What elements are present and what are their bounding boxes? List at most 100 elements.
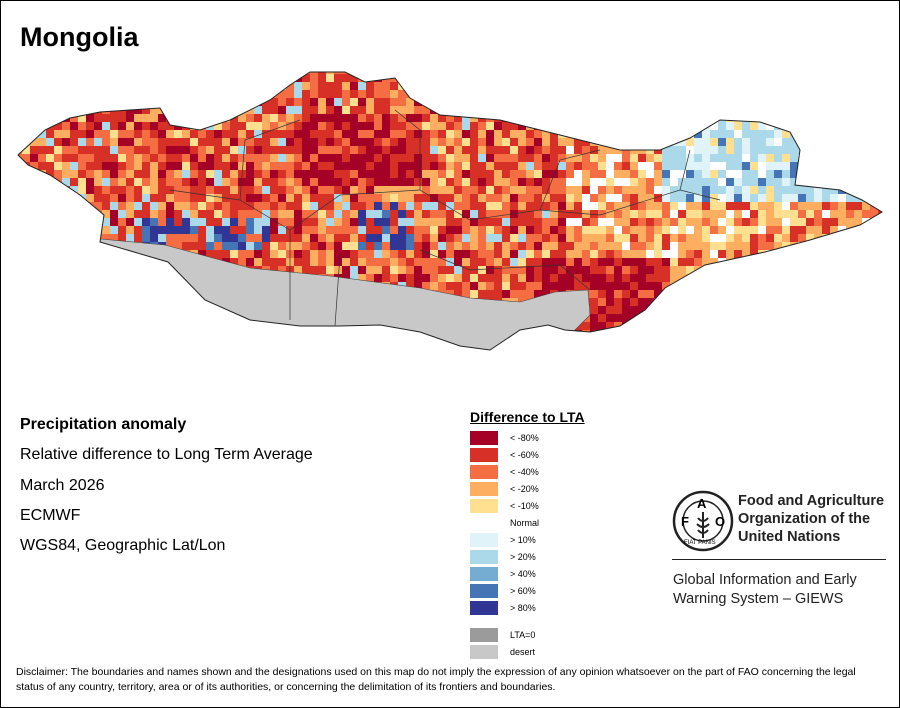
anomaly-cell	[542, 282, 550, 290]
anomaly-cell	[598, 186, 606, 194]
anomaly-cell	[294, 154, 302, 162]
legend-item: < -20%	[470, 480, 585, 497]
anomaly-cell	[334, 122, 342, 130]
anomaly-cell	[62, 82, 70, 90]
anomaly-cell	[550, 82, 558, 90]
anomaly-cell	[70, 162, 78, 170]
anomaly-cell	[134, 186, 142, 194]
anomaly-cell	[694, 298, 702, 306]
anomaly-cell	[294, 178, 302, 186]
anomaly-cell	[550, 138, 558, 146]
anomaly-cell	[726, 170, 734, 178]
anomaly-cell	[582, 266, 590, 274]
anomaly-cell	[742, 98, 750, 106]
anomaly-cell	[54, 354, 62, 362]
anomaly-cell	[638, 90, 646, 98]
anomaly-cell	[54, 266, 62, 274]
anomaly-cell	[550, 72, 558, 74]
anomaly-cell	[846, 98, 854, 106]
anomaly-cell	[374, 106, 382, 114]
anomaly-cell	[294, 98, 302, 106]
anomaly-cell	[678, 234, 686, 242]
anomaly-cell	[190, 74, 198, 82]
anomaly-cell	[94, 218, 102, 226]
anomaly-cell	[358, 162, 366, 170]
anomaly-cell	[654, 82, 662, 90]
anomaly-cell	[854, 82, 862, 90]
anomaly-cell	[806, 122, 814, 130]
anomaly-cell	[222, 314, 230, 322]
anomaly-cell	[750, 218, 758, 226]
anomaly-cell	[542, 250, 550, 258]
anomaly-cell	[406, 138, 414, 146]
anomaly-cell	[806, 306, 814, 314]
anomaly-cell	[726, 218, 734, 226]
anomaly-cell	[54, 322, 62, 330]
anomaly-cell	[446, 82, 454, 90]
anomaly-cell	[166, 282, 174, 290]
anomaly-cell	[430, 82, 438, 90]
anomaly-cell	[190, 226, 198, 234]
anomaly-cell	[150, 338, 158, 346]
anomaly-cell	[126, 282, 134, 290]
anomaly-cell	[870, 282, 878, 290]
anomaly-cell	[510, 114, 518, 122]
anomaly-cell	[198, 74, 206, 82]
anomaly-cell	[382, 346, 390, 350]
anomaly-cell	[726, 346, 734, 350]
anomaly-cell	[118, 74, 126, 82]
anomaly-cell	[214, 122, 222, 130]
anomaly-cell	[70, 82, 78, 90]
anomaly-cell	[326, 138, 334, 146]
anomaly-cell	[702, 354, 710, 362]
anomaly-cell	[814, 154, 822, 162]
anomaly-cell	[806, 170, 814, 178]
anomaly-cell	[646, 122, 654, 130]
anomaly-cell	[822, 130, 830, 138]
anomaly-cell	[782, 162, 790, 170]
anomaly-cell	[334, 154, 342, 162]
anomaly-cell	[830, 322, 838, 330]
anomaly-cell	[78, 266, 86, 274]
anomaly-cell	[182, 290, 190, 298]
anomaly-cell	[742, 74, 750, 82]
anomaly-cell	[590, 210, 598, 218]
anomaly-cell	[830, 330, 838, 338]
anomaly-cell	[878, 202, 882, 210]
anomaly-cell	[206, 178, 214, 186]
anomaly-cell	[30, 178, 38, 186]
anomaly-cell	[18, 162, 22, 170]
anomaly-cell	[766, 226, 774, 234]
anomaly-cell	[870, 186, 878, 194]
anomaly-cell	[110, 82, 118, 90]
anomaly-cell	[94, 138, 102, 146]
anomaly-cell	[582, 194, 590, 202]
anomaly-cell	[326, 330, 334, 338]
anomaly-cell	[766, 178, 774, 186]
anomaly-cell	[110, 330, 118, 338]
anomaly-cell	[374, 146, 382, 154]
anomaly-cell	[758, 162, 766, 170]
anomaly-cell	[390, 242, 398, 250]
anomaly-cell	[606, 290, 614, 298]
anomaly-cell	[238, 90, 246, 98]
anomaly-cell	[750, 106, 758, 114]
anomaly-cell	[646, 202, 654, 210]
anomaly-cell	[142, 298, 150, 306]
anomaly-cell	[310, 72, 318, 74]
anomaly-cell	[758, 226, 766, 234]
anomaly-cell	[30, 162, 38, 170]
anomaly-cell	[38, 146, 46, 154]
anomaly-cell	[798, 226, 806, 234]
anomaly-cell	[54, 122, 62, 130]
anomaly-cell	[606, 218, 614, 226]
anomaly-cell	[446, 122, 454, 130]
anomaly-cell	[390, 234, 398, 242]
anomaly-cell	[590, 130, 598, 138]
anomaly-cell	[366, 72, 374, 74]
anomaly-cell	[254, 210, 262, 218]
anomaly-cell	[18, 74, 22, 82]
anomaly-cell	[862, 178, 870, 186]
anomaly-cell	[670, 306, 678, 314]
anomaly-cell	[190, 178, 198, 186]
